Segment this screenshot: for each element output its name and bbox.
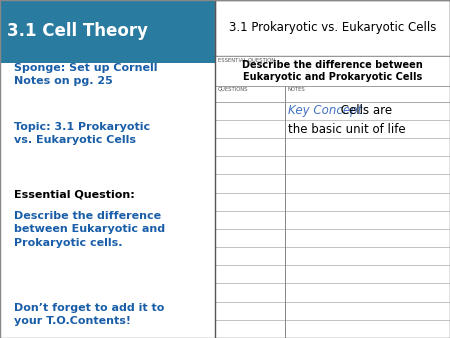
FancyBboxPatch shape (215, 86, 450, 102)
FancyBboxPatch shape (0, 0, 215, 63)
Text: Topic: 3.1 Prokaryotic
vs. Eukaryotic Cells: Topic: 3.1 Prokaryotic vs. Eukaryotic Ce… (14, 122, 149, 145)
Text: 3.1 Prokaryotic vs. Eukaryotic Cells: 3.1 Prokaryotic vs. Eukaryotic Cells (229, 21, 436, 34)
Text: Key Concept:: Key Concept: (288, 104, 367, 117)
Text: Describe the difference
between Eukaryotic and
Prokaryotic cells.: Describe the difference between Eukaryot… (14, 211, 165, 248)
Text: the basic unit of life: the basic unit of life (288, 123, 406, 136)
Text: QUESTIONS: QUESTIONS (218, 87, 248, 92)
FancyBboxPatch shape (0, 0, 215, 338)
Text: Eukaryotic and Prokaryotic Cells: Eukaryotic and Prokaryotic Cells (243, 72, 422, 82)
Text: Describe the difference between: Describe the difference between (242, 60, 423, 70)
FancyBboxPatch shape (215, 0, 450, 56)
Text: Essential Question:: Essential Question: (14, 189, 134, 199)
FancyBboxPatch shape (215, 0, 450, 338)
Text: Cells are: Cells are (337, 104, 392, 117)
Text: NOTES: NOTES (288, 87, 305, 92)
Text: Don’t forget to add it to
your T.O.Contents!: Don’t forget to add it to your T.O.Conte… (14, 303, 164, 326)
FancyBboxPatch shape (215, 56, 450, 86)
Text: Sponge: Set up Cornell
Notes on pg. 25: Sponge: Set up Cornell Notes on pg. 25 (14, 63, 157, 86)
Text: 3.1 Cell Theory: 3.1 Cell Theory (7, 22, 148, 40)
Text: ESSENTIAL QUESTION: ESSENTIAL QUESTION (218, 57, 275, 62)
